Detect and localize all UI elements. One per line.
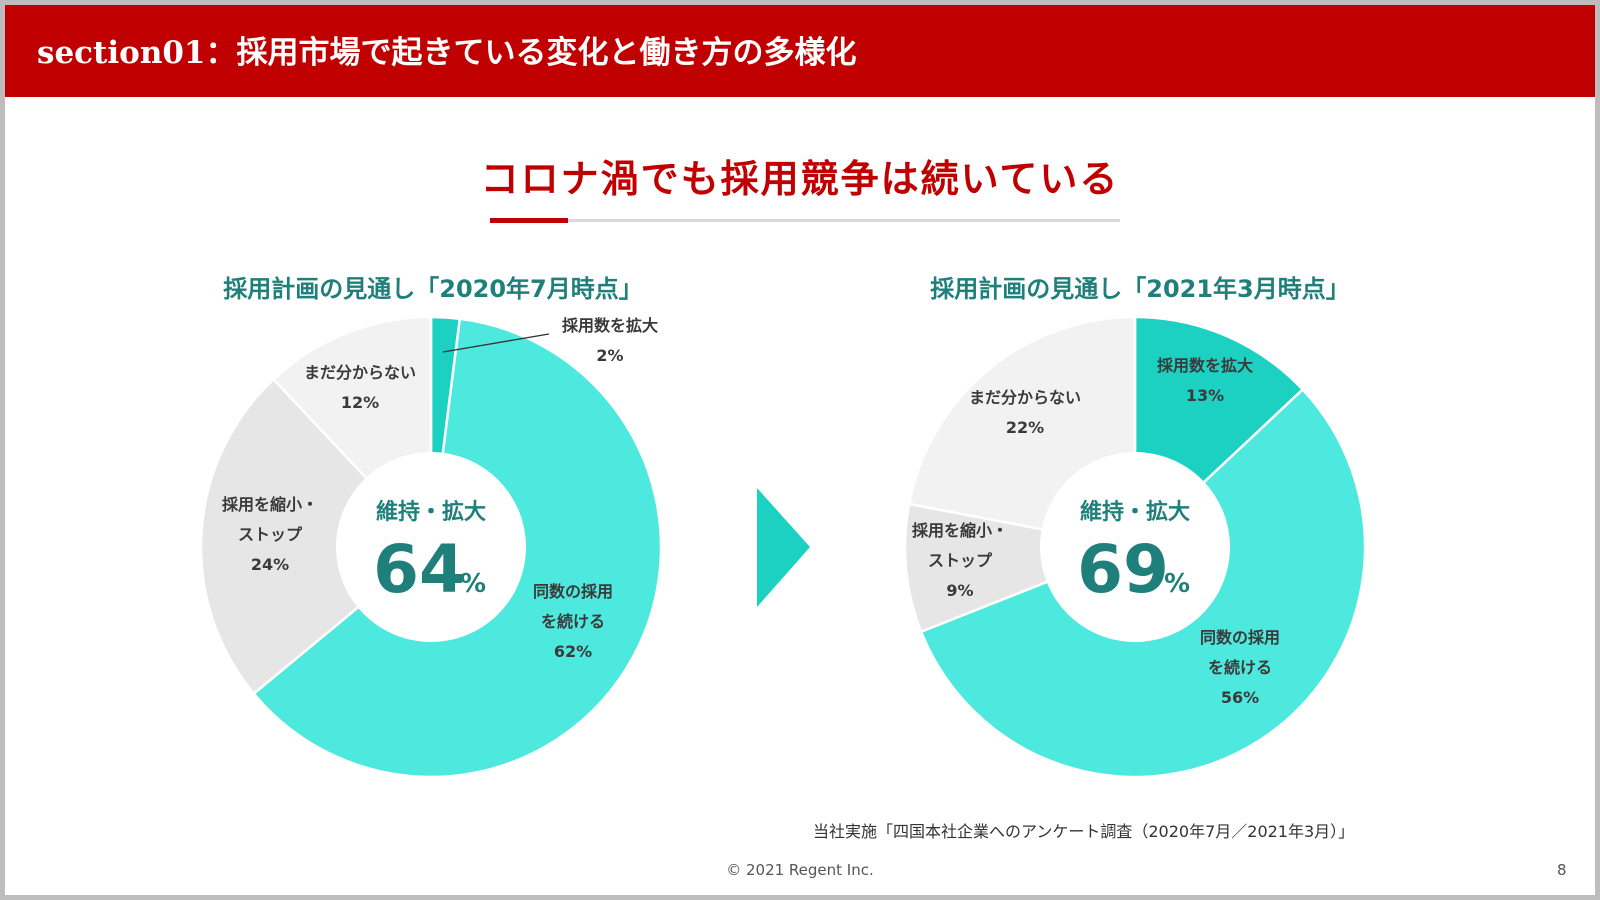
- title-underline: [490, 219, 1120, 222]
- slice-label-unknown: まだ分からない 22%: [969, 388, 1081, 437]
- slide: section01：採用市場で起きている変化と働き方の多様化 コロナ渦でも採用競…: [5, 5, 1595, 895]
- center-value: 64: [373, 531, 465, 608]
- page-number: 8: [1557, 861, 1567, 879]
- leader-line: [442, 333, 550, 353]
- center-label: 維持・拡大: [376, 499, 486, 525]
- center-unit: %: [1164, 569, 1190, 599]
- slice-label-continue: 同数の採用を続ける 56%: [1200, 628, 1280, 707]
- slice-label-expand: 採用数を拡大 13%: [1157, 356, 1253, 405]
- title-underline-accent: [490, 218, 568, 223]
- slice-label-expand: 採用数を拡大 2%: [562, 316, 658, 365]
- main-title: コロナ渦でも採用競争は続いている: [480, 157, 1120, 201]
- slice-label-unknown: まだ分からない 12%: [304, 363, 416, 412]
- pie-center-hole: [1040, 452, 1230, 642]
- pie-center-hole: [336, 452, 526, 642]
- pie-slice-reduce: [199, 377, 433, 696]
- next-arrow-icon: [757, 488, 810, 607]
- chart-title-2020: 採用計画の見通し「2020年7月時点」: [223, 275, 643, 303]
- chart-title-2021: 採用計画の見通し「2021年3月時点」: [930, 275, 1350, 303]
- pie-chart-2020: 採用数を拡大 2% 同数の採用を続ける 62% 採用を縮小・ストップ 24% まだ分からない…: [199, 315, 663, 779]
- slice-label-continue: 同数の採用を続ける 62%: [533, 582, 613, 661]
- header-bar: section01：採用市場で起きている変化と働き方の多様化: [5, 5, 1595, 97]
- pie-chart-2021: 採用数を拡大 13% 同数の採用を続ける 56% 採用を縮小・ストップ 9% まだ分からない…: [903, 315, 1367, 779]
- center-unit: %: [460, 569, 486, 599]
- charts-canvas: 採用数を拡大 2% 同数の採用を続ける 62% 採用を縮小・ストップ 24% まだ分からない…: [199, 315, 1367, 779]
- slice-label-reduce: 採用を縮小・ストップ 24%: [222, 495, 318, 574]
- center-label: 維持・拡大: [1080, 499, 1190, 525]
- pie-slice-reduce: [903, 502, 1140, 634]
- source-note: 当社実施「四国本社企業へのアンケート調査（2020年7月／2021年3月）」: [813, 822, 1355, 841]
- center-value: 69: [1077, 531, 1169, 608]
- copyright: © 2021 Regent Inc.: [726, 861, 874, 879]
- section-title: section01：採用市場で起きている変化と働き方の多様化: [37, 35, 857, 71]
- slice-label-reduce: 採用を縮小・ストップ 9%: [912, 521, 1008, 600]
